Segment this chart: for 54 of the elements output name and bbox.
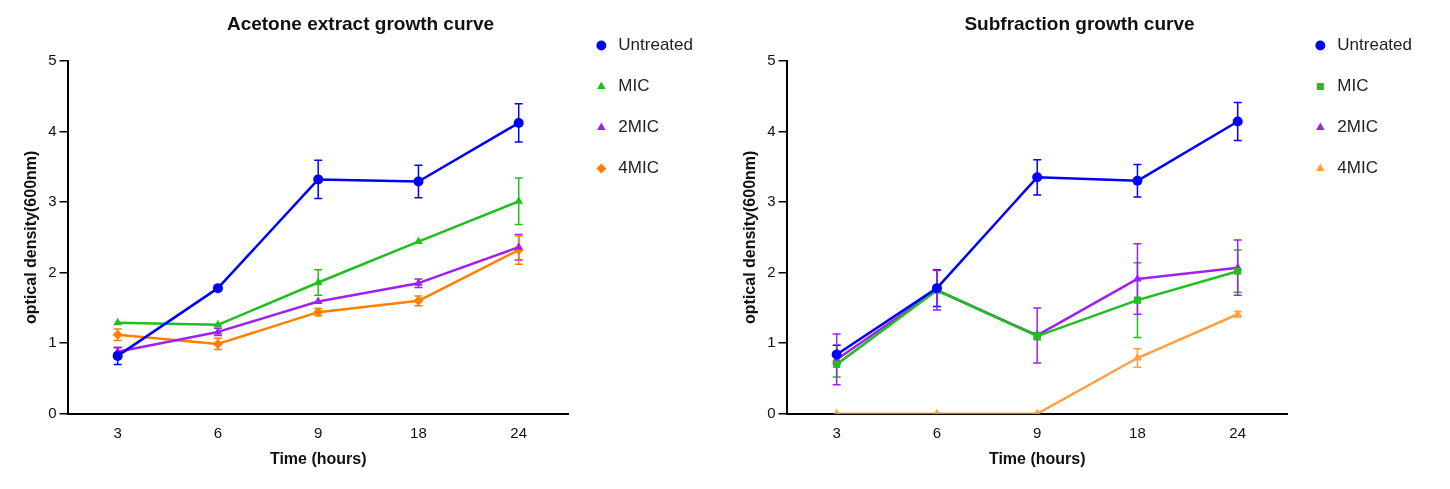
y-tick-label: 5 — [48, 50, 57, 68]
y-tick-label: 2 — [767, 262, 776, 280]
x-tick-label: 9 — [314, 423, 323, 441]
legend-label: 4MIC — [618, 158, 659, 178]
x-tick-label: 18 — [1129, 423, 1146, 441]
x-tick-label: 24 — [1229, 423, 1247, 441]
x-tick-label: 9 — [1033, 423, 1042, 441]
point — [833, 360, 841, 368]
point — [1234, 267, 1242, 275]
y-tick-label: 5 — [767, 50, 776, 68]
legend-label: 2MIC — [1337, 117, 1378, 137]
y-tick-label: 1 — [767, 333, 776, 351]
point — [831, 349, 842, 360]
legend-label: Untreated — [1337, 35, 1413, 55]
legend-label: MIC — [618, 76, 650, 96]
y-tick-label: 0 — [767, 403, 776, 421]
legend-label: 2MIC — [618, 117, 659, 137]
x-tick-label: 6 — [213, 423, 223, 441]
y-tick-label: 4 — [767, 121, 776, 139]
point — [313, 296, 323, 305]
x-tick-label: 18 — [410, 423, 427, 441]
legend-label: 4MIC — [1337, 158, 1378, 178]
point — [1133, 353, 1142, 361]
y-tick-label: 3 — [48, 192, 57, 210]
y-tick-label: 1 — [48, 333, 57, 351]
x-tick-label: 3 — [832, 423, 841, 441]
point — [414, 236, 423, 245]
y-tick-label: 4 — [48, 121, 57, 139]
y-axis-title: optical density(600nm) — [22, 150, 40, 324]
y-tick-label: 0 — [48, 403, 57, 421]
x-axis-title: Time (hours) — [269, 449, 367, 467]
point — [514, 242, 524, 250]
y-axis-title: optical density(600nm) — [741, 150, 759, 324]
legend-label: Untreated — [618, 35, 694, 55]
chart-title: Acetone extract growth curve — [226, 12, 495, 34]
x-tick-label: 6 — [932, 423, 942, 441]
point — [413, 176, 424, 187]
point — [1133, 296, 1141, 304]
point — [514, 196, 524, 204]
x-tick-label: 24 — [510, 423, 528, 441]
point — [212, 283, 223, 294]
point — [513, 117, 524, 128]
point — [213, 319, 223, 328]
x-tick-label: 3 — [113, 423, 122, 441]
point — [113, 317, 122, 326]
y-tick-label: 3 — [767, 192, 776, 210]
x-axis-title: Time (hours) — [988, 449, 1086, 467]
chart-title: Subfraction growth curve — [964, 12, 1195, 34]
point — [313, 174, 324, 185]
point — [1032, 172, 1043, 183]
point — [1232, 116, 1243, 127]
point — [1132, 175, 1143, 186]
legend-label: MIC — [1337, 76, 1369, 96]
y-tick-label: 2 — [48, 262, 57, 280]
